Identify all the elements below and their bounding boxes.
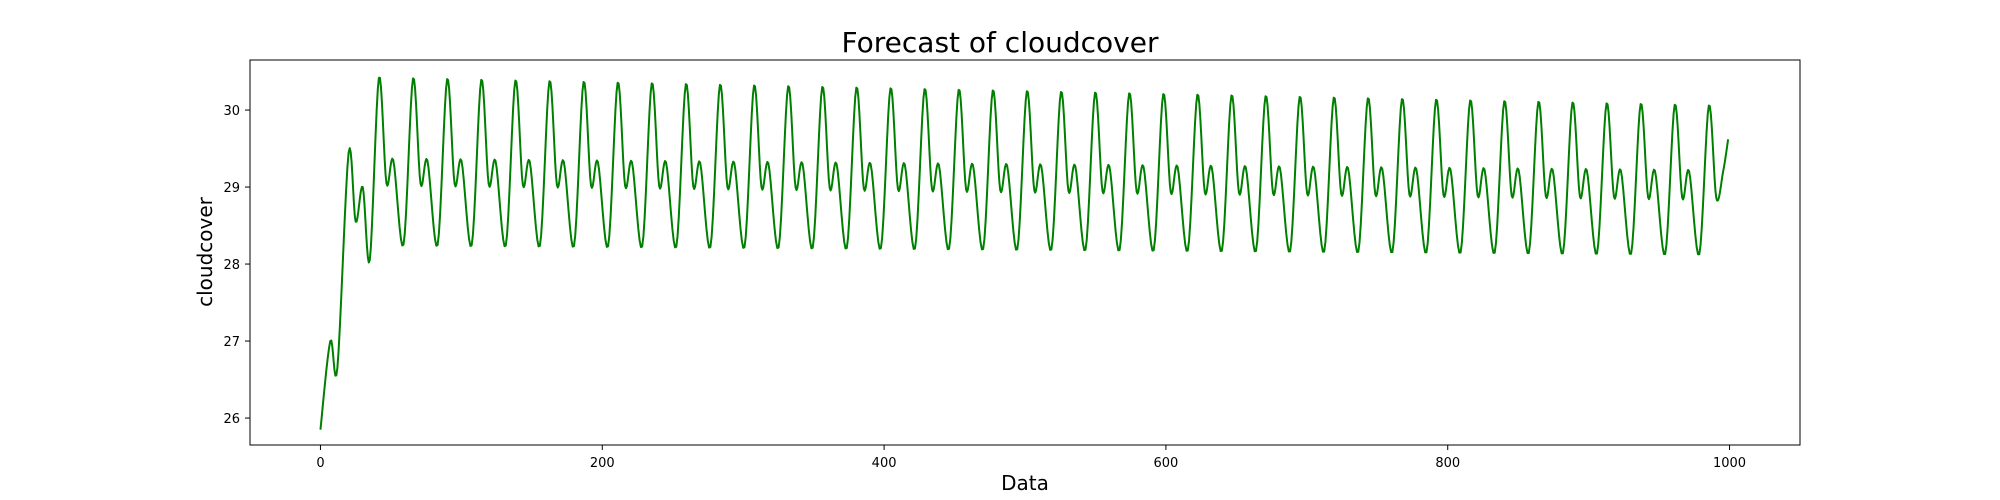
- x-tick-label: 1000: [1713, 456, 1746, 471]
- y-tick-label: 27: [223, 335, 240, 350]
- x-axis-label: Data: [1001, 471, 1049, 495]
- y-tick-label: 29: [223, 181, 240, 196]
- series-line: [319, 76, 1730, 430]
- x-tick-label: 0: [316, 456, 324, 471]
- y-tick-label: 26: [223, 412, 240, 427]
- x-tick-label: 800: [1435, 456, 1460, 471]
- y-tick-label: 30: [223, 104, 240, 119]
- y-tick-label: 28: [223, 258, 240, 273]
- x-tick-label: 600: [1153, 456, 1178, 471]
- chart-title: Forecast of cloudcover: [842, 26, 1159, 59]
- y-axis: 26 27 28 29 30: [223, 104, 250, 427]
- plot-frame: [249, 59, 1801, 446]
- x-axis: 0 200 400 600 800 1000: [316, 445, 1746, 471]
- y-axis-label: cloudcover: [193, 196, 217, 307]
- x-tick-label: 400: [872, 456, 897, 471]
- plot-area: [319, 76, 1730, 430]
- x-tick-label: 200: [590, 456, 615, 471]
